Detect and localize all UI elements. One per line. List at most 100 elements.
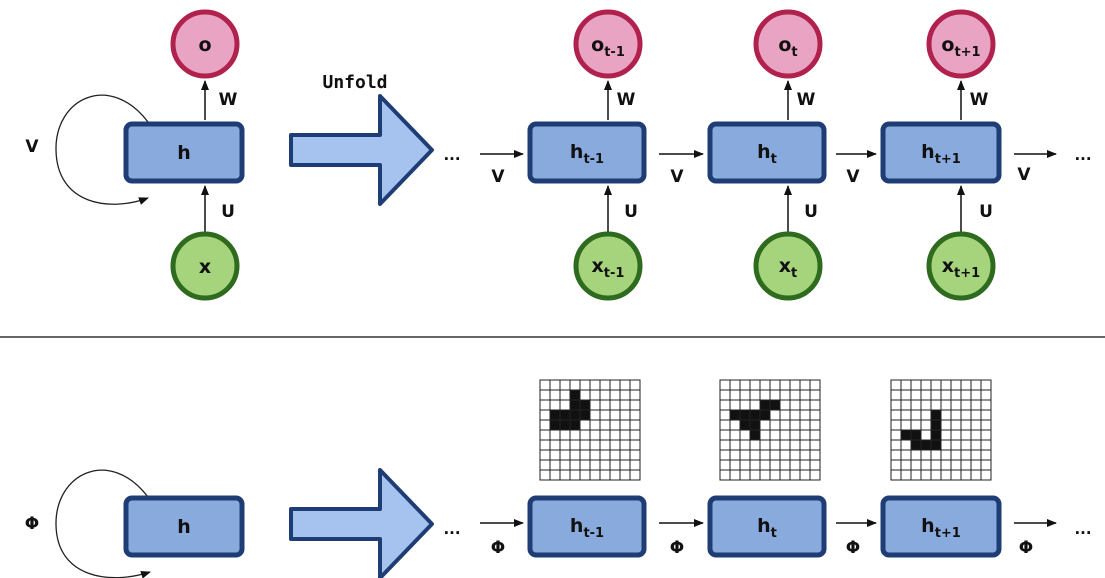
grid-cell bbox=[619, 469, 631, 481]
output-weight-label: W bbox=[797, 90, 816, 110]
recurrent-weight-label: V bbox=[846, 167, 860, 187]
grid-cell-filled bbox=[739, 419, 751, 431]
grid-cell bbox=[950, 449, 962, 461]
grid-cell bbox=[549, 389, 561, 401]
grid-cell bbox=[619, 429, 631, 441]
grid-cell bbox=[779, 379, 791, 391]
grid-cell bbox=[759, 449, 771, 461]
unfold-arrow-bottom bbox=[289, 468, 434, 578]
ellipsis-end-top: ... bbox=[1074, 146, 1091, 164]
grid-cell bbox=[599, 429, 611, 441]
grid-cell bbox=[549, 459, 561, 471]
recurrent-weight-label: V bbox=[670, 167, 684, 187]
grid-cell bbox=[539, 389, 551, 401]
grid-cell bbox=[609, 459, 621, 471]
grid-cell bbox=[749, 379, 761, 391]
recurrent-loop-arrow bbox=[55, 94, 149, 205]
grid-cell bbox=[910, 459, 922, 471]
grid-cell bbox=[970, 399, 982, 411]
grid-cell-filled bbox=[930, 409, 942, 421]
grid-cell bbox=[900, 389, 912, 401]
grid-cell bbox=[910, 399, 922, 411]
grid-cell bbox=[629, 469, 641, 481]
hidden-state-box bbox=[880, 121, 1002, 184]
output-node-label: o bbox=[198, 34, 211, 56]
grid-cell bbox=[980, 449, 992, 461]
input-node bbox=[170, 231, 240, 301]
input-node bbox=[926, 231, 996, 301]
input-node bbox=[573, 231, 643, 301]
grid-cell-filled bbox=[769, 399, 781, 411]
grid-cell bbox=[579, 419, 591, 431]
grid-cell bbox=[759, 459, 771, 471]
grid-cell bbox=[940, 469, 952, 481]
grid-cell bbox=[629, 409, 641, 421]
grid-cell bbox=[890, 399, 902, 411]
grid-cell bbox=[910, 409, 922, 421]
grid-cell bbox=[559, 379, 571, 391]
grid-cell bbox=[739, 389, 751, 401]
grid-cell bbox=[900, 409, 912, 421]
recurrent-weight-label: V bbox=[491, 167, 505, 187]
grid-cell bbox=[789, 389, 801, 401]
grid-cell bbox=[719, 389, 731, 401]
grid-cell bbox=[539, 419, 551, 431]
grid-cell bbox=[799, 399, 811, 411]
grid-cell bbox=[799, 389, 811, 401]
grid-cell bbox=[609, 419, 621, 431]
grid-cell bbox=[799, 429, 811, 441]
grid-cell bbox=[629, 449, 641, 461]
grid-cell bbox=[779, 469, 791, 481]
grid-cell bbox=[619, 439, 631, 451]
hidden-state-box bbox=[527, 121, 647, 184]
ellipsis-end-bottom: ... bbox=[1074, 520, 1091, 538]
grid-cell bbox=[729, 379, 741, 391]
grid-cell bbox=[549, 399, 561, 411]
grid-cell bbox=[910, 419, 922, 431]
grid-cell bbox=[960, 459, 972, 471]
grid-cell bbox=[910, 389, 922, 401]
grid-cell bbox=[609, 399, 621, 411]
recurrent-map-label: Φ bbox=[491, 538, 505, 558]
grid-cell bbox=[920, 409, 932, 421]
grid-cell bbox=[980, 429, 992, 441]
grid-cell bbox=[809, 459, 821, 471]
hidden-state-label: h bbox=[177, 142, 191, 164]
output-node-label: ot+1 bbox=[941, 34, 980, 60]
grid-cell bbox=[599, 469, 611, 481]
grid-cell bbox=[619, 419, 631, 431]
grid-cell bbox=[799, 419, 811, 431]
input-node-label: xt-1 bbox=[592, 255, 625, 281]
grid-cell bbox=[980, 399, 992, 411]
grid-cell bbox=[729, 389, 741, 401]
grid-cell bbox=[769, 429, 781, 441]
grid-cell bbox=[890, 469, 902, 481]
grid-cell bbox=[809, 469, 821, 481]
output-node bbox=[753, 9, 823, 79]
grid-cell bbox=[719, 439, 731, 451]
recurrent-map-label: Φ bbox=[846, 538, 860, 558]
grid-cell bbox=[539, 439, 551, 451]
folded-rnn-top: V o W h U x bbox=[25, 9, 245, 301]
input-node-label: xt+1 bbox=[942, 255, 980, 281]
grid-cell bbox=[739, 469, 751, 481]
grid-cell bbox=[920, 399, 932, 411]
grid-cell-filled bbox=[920, 439, 932, 451]
grid-cell bbox=[719, 469, 731, 481]
grid-cell bbox=[890, 449, 902, 461]
grid-cell bbox=[930, 459, 942, 471]
hidden-state-label: ht+1 bbox=[921, 141, 961, 167]
unfold-label: Unfold bbox=[322, 72, 387, 93]
grid-cell bbox=[789, 459, 801, 471]
grid-cell bbox=[940, 429, 952, 441]
grid-cell bbox=[619, 449, 631, 461]
grid-cell bbox=[920, 389, 932, 401]
grid-cell bbox=[629, 429, 641, 441]
hidden-state-box bbox=[527, 495, 647, 558]
ellipsis-start-bottom: ... bbox=[443, 520, 460, 538]
grid-cell bbox=[539, 429, 551, 441]
grid-cell bbox=[589, 429, 601, 441]
grid-cell bbox=[579, 469, 591, 481]
grid-cell bbox=[789, 399, 801, 411]
hidden-state-label: ht-1 bbox=[570, 515, 604, 541]
